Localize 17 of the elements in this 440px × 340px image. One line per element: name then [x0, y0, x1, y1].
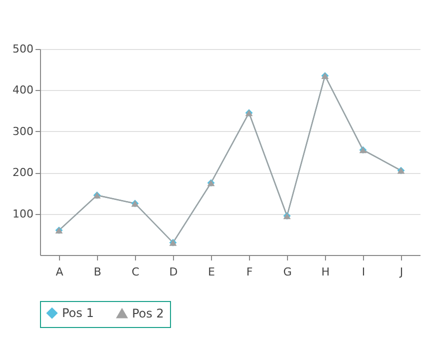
x-tick-label: I: [362, 266, 366, 278]
y-tick-label: 300: [12, 124, 34, 138]
x-tick-label: G: [283, 266, 292, 278]
y-tick-label: 400: [12, 84, 34, 97]
y-tick-label: 100: [12, 207, 34, 220]
x-tick-label: C: [132, 266, 140, 278]
y-tick-label: 200: [12, 166, 34, 180]
x-tick-label: F: [246, 266, 253, 278]
x-tick-label: H: [321, 266, 330, 278]
y-tick-label: 500: [12, 42, 34, 56]
x-tick-label: B: [94, 266, 102, 278]
legend-label: Pos 1: [62, 306, 94, 320]
x-tick-label: J: [398, 266, 404, 278]
x-tick-label: E: [208, 266, 216, 278]
legend-label: Pos 2: [132, 306, 164, 320]
x-tick-label: A: [56, 266, 64, 278]
x-tick-label: D: [169, 266, 178, 278]
